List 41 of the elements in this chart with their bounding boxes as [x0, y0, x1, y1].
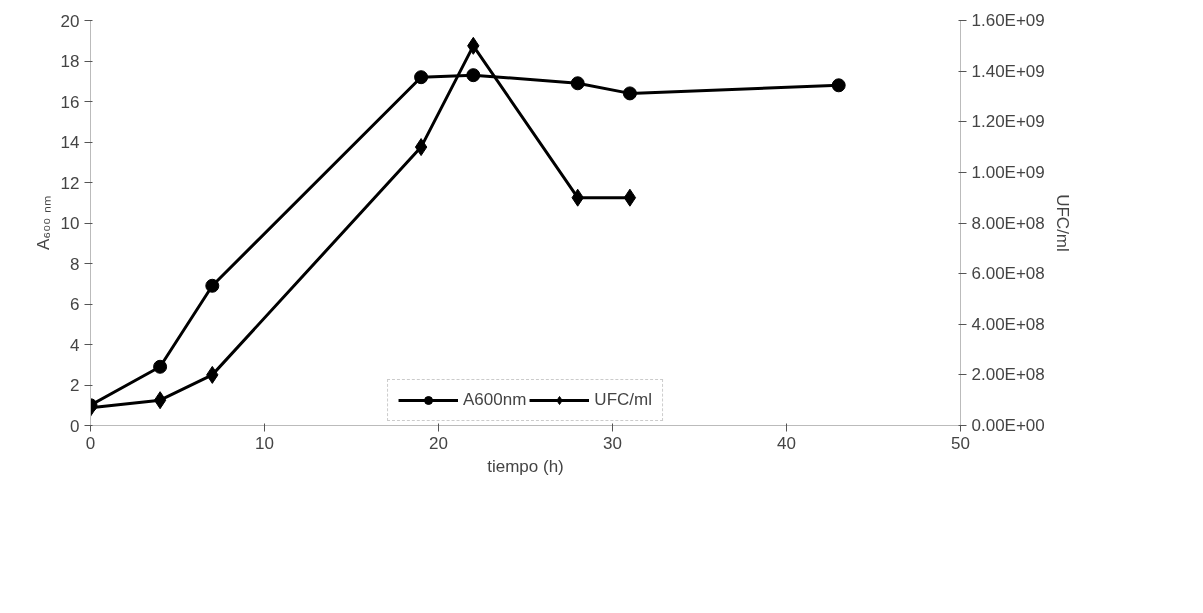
x-tick-label: 10 — [255, 433, 274, 453]
point — [831, 78, 846, 93]
x-tick-label: 0 — [85, 433, 96, 453]
y2-tick-label: 6.00E+08 — [971, 264, 1045, 284]
y-tick-label: 6 — [70, 295, 80, 314]
y-tick-label: 10 — [60, 214, 80, 233]
y2-tick-label: 0.00E+00 — [971, 416, 1045, 435]
y-tick-label: 14 — [60, 133, 80, 152]
y-tick-label: 16 — [60, 92, 80, 112]
point — [623, 188, 637, 207]
y-axis-title: A₆₀₀ ₙₘ — [33, 195, 53, 251]
point — [205, 278, 220, 293]
x-axis-title: tiempo (h) — [487, 456, 564, 476]
y2-tick-label: 8.00E+08 — [971, 213, 1045, 233]
y2-tick-label: 4.00E+08 — [971, 314, 1045, 334]
point — [466, 68, 481, 83]
y2-tick-label: 1.60E+09 — [971, 11, 1045, 30]
point — [414, 70, 429, 85]
legend-label: A600nm — [463, 390, 527, 410]
y2-axis-title: UFC/ml — [1052, 194, 1072, 252]
y-tick-label: 2 — [70, 376, 80, 395]
y2-tick-label: 1.00E+09 — [971, 162, 1045, 182]
y-tick-label: 20 — [60, 11, 80, 31]
point — [414, 138, 428, 157]
point — [153, 391, 167, 410]
y-tick-label: 8 — [70, 254, 80, 274]
y-tick-label: 0 — [70, 416, 80, 436]
y2-tick-label: 1.20E+09 — [971, 112, 1045, 132]
y-tick-label: 4 — [70, 335, 80, 355]
point — [153, 359, 168, 374]
point — [570, 76, 585, 91]
y2-tick-label: 2.00E+08 — [971, 365, 1045, 385]
x-tick-label: 20 — [429, 433, 448, 453]
y-tick-label: 18 — [60, 52, 80, 71]
legend-label: UFC/ml — [594, 390, 652, 410]
x-tick-label: 30 — [603, 433, 622, 453]
x-tick-label: 50 — [951, 433, 970, 453]
point — [622, 86, 637, 101]
y2-tick-label: 1.40E+09 — [971, 61, 1045, 81]
y-tick-label: 12 — [60, 173, 80, 193]
x-tick-label: 40 — [777, 433, 796, 453]
